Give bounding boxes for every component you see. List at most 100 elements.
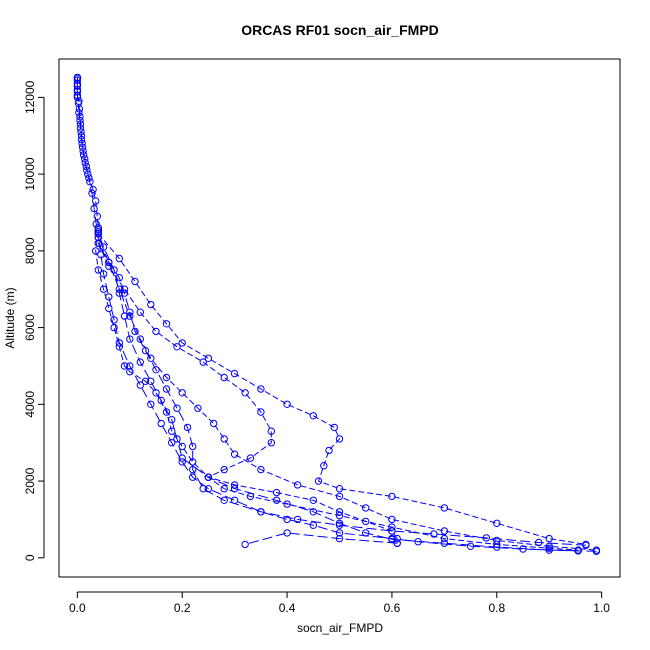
x-axis-label: socn_air_FMPD — [297, 621, 383, 635]
series-line — [97, 242, 586, 546]
data-point — [136, 358, 145, 366]
series-line — [97, 233, 597, 552]
data-point — [309, 412, 317, 420]
data-point — [73, 82, 82, 90]
x-tick-label: 0.4 — [279, 601, 296, 615]
data-point — [283, 529, 291, 537]
data-point — [126, 335, 134, 343]
data-point — [152, 327, 160, 336]
y-tick-label: 0 — [23, 554, 37, 561]
data-point — [189, 442, 197, 451]
data-point — [335, 492, 344, 501]
data-point — [147, 354, 155, 362]
data-point — [246, 454, 255, 462]
data-point — [393, 534, 401, 543]
data-point — [90, 204, 98, 213]
data-point — [136, 335, 145, 343]
x-axis: 0.0 0.2 0.4 0.6 0.8 1.0 — [69, 591, 610, 615]
y-axis: 0 2000 4000 6000 8000 10000 12000 — [23, 80, 45, 561]
data-point — [545, 546, 553, 554]
data-point — [88, 189, 96, 198]
data-point — [220, 496, 228, 504]
data-point — [325, 446, 333, 455]
data-point — [105, 304, 113, 313]
data-point — [362, 529, 370, 537]
data-point — [440, 527, 449, 535]
x-tick-label: 0.8 — [488, 601, 505, 615]
data-point — [199, 358, 207, 366]
data-point — [545, 534, 553, 543]
series-9 — [73, 73, 103, 232]
data-point — [220, 373, 228, 382]
data-point — [126, 362, 134, 370]
data-point — [335, 534, 344, 543]
data-point — [120, 312, 129, 320]
data-point — [283, 400, 291, 408]
series-line — [76, 77, 99, 228]
data-point — [76, 124, 85, 132]
data-point — [86, 178, 94, 186]
data-point — [173, 435, 181, 443]
data-point — [257, 465, 265, 474]
y-tick-label: 12000 — [23, 80, 37, 114]
x-tick-label: 0.6 — [384, 601, 401, 615]
data-point — [126, 308, 134, 316]
series-line — [97, 233, 586, 545]
data-point — [115, 289, 124, 297]
data-point — [272, 496, 281, 504]
data-point — [89, 185, 97, 194]
data-point — [330, 423, 338, 432]
data-point — [204, 354, 213, 362]
data-point — [162, 385, 171, 393]
data-point — [592, 547, 601, 555]
data-point — [535, 538, 543, 547]
data-point — [94, 224, 103, 232]
data-point — [257, 408, 265, 416]
plot-frame — [58, 58, 621, 578]
data-point — [157, 419, 165, 428]
data-point — [115, 254, 124, 263]
data-point — [362, 504, 370, 512]
data-point — [77, 132, 86, 140]
data-point — [582, 541, 590, 549]
series-layer — [73, 73, 601, 555]
data-point — [482, 534, 490, 542]
data-point — [189, 465, 197, 474]
data-point — [92, 197, 100, 205]
data-point — [545, 544, 553, 552]
data-point — [178, 454, 186, 462]
data-point — [362, 517, 370, 526]
series-5 — [94, 229, 590, 549]
data-point — [241, 389, 249, 397]
data-point — [220, 465, 228, 474]
data-point — [293, 515, 302, 524]
data-point — [110, 316, 118, 324]
data-point — [230, 485, 239, 493]
data-point — [94, 228, 103, 236]
data-point — [168, 416, 176, 424]
data-point — [283, 515, 291, 524]
data-point — [230, 481, 239, 489]
data-point — [199, 485, 207, 493]
data-point — [93, 212, 102, 221]
data-point — [320, 462, 328, 470]
data-point — [141, 346, 150, 355]
data-point — [94, 239, 103, 247]
data-point — [76, 112, 84, 121]
data-point — [335, 508, 344, 516]
data-point — [162, 408, 171, 416]
data-point — [78, 139, 86, 148]
y-tick-label: 10000 — [23, 157, 37, 191]
data-point — [440, 534, 449, 543]
data-point — [335, 485, 344, 493]
data-point — [168, 427, 176, 435]
data-point — [162, 373, 171, 382]
data-point — [220, 435, 228, 443]
data-point — [314, 477, 323, 485]
chart-title: ORCAS RF01 socn_air_FMPD — [241, 22, 439, 38]
series-line — [244, 532, 398, 545]
data-point — [220, 485, 228, 493]
x-tick-label: 0.0 — [69, 601, 86, 615]
data-point — [393, 539, 401, 547]
